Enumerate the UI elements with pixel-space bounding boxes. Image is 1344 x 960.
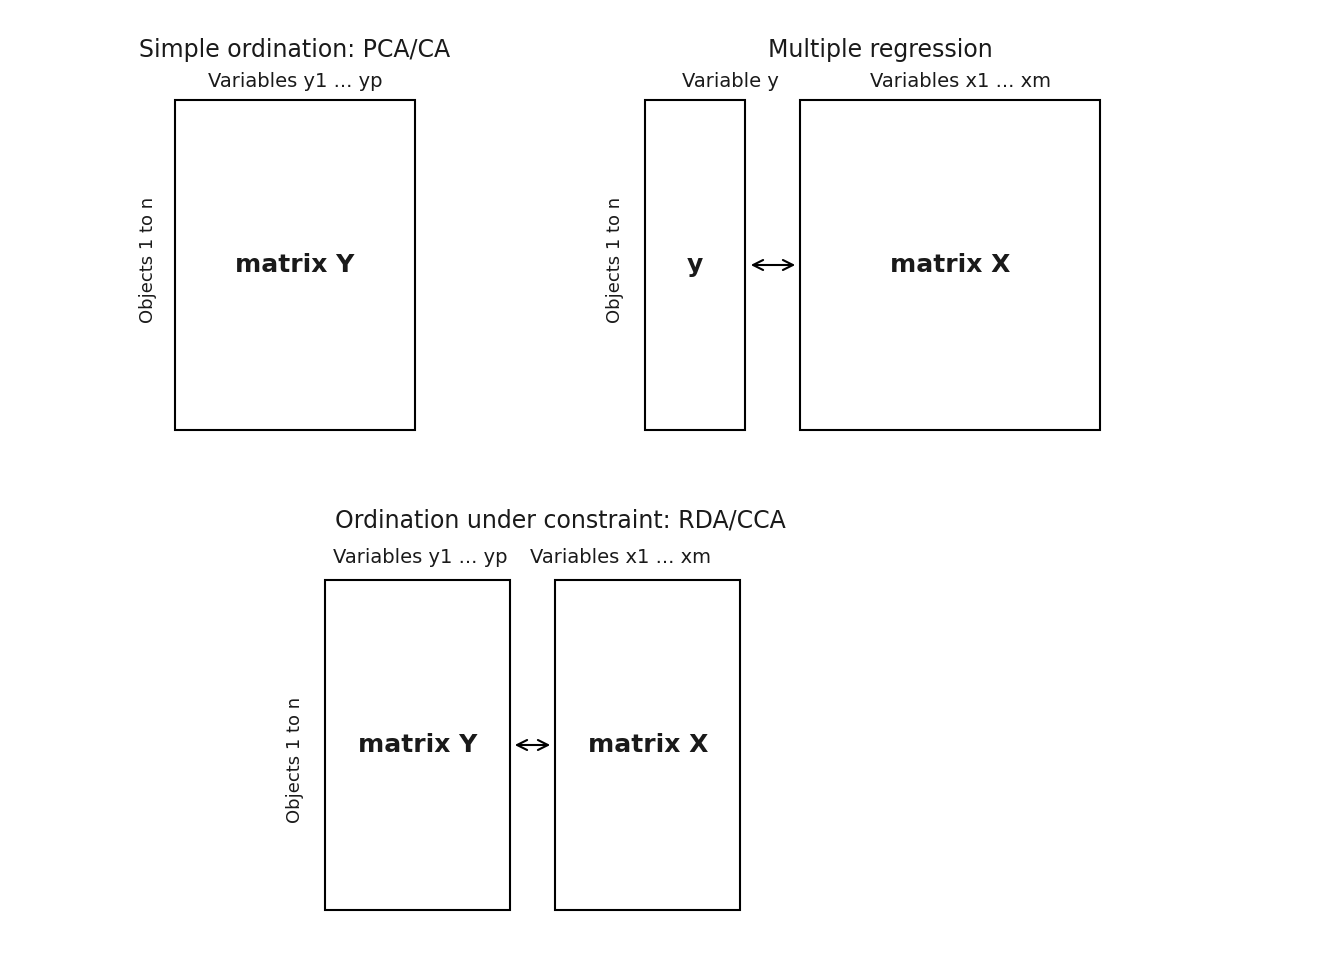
Text: y: y — [687, 253, 703, 277]
Text: Variables y1 ... yp: Variables y1 ... yp — [333, 548, 507, 567]
Bar — [645, 100, 745, 430]
Bar — [800, 100, 1099, 430]
Text: Objects 1 to n: Objects 1 to n — [286, 697, 304, 823]
Text: Variables x1 ... xm: Variables x1 ... xm — [870, 72, 1051, 91]
Text: matrix X: matrix X — [890, 253, 1011, 277]
Text: Variables x1 ... xm: Variables x1 ... xm — [530, 548, 711, 567]
Bar — [555, 580, 741, 910]
Text: Ordination under constraint: RDA/CCA: Ordination under constraint: RDA/CCA — [335, 508, 785, 532]
Text: matrix Y: matrix Y — [235, 253, 355, 277]
Text: Multiple regression: Multiple regression — [767, 38, 992, 62]
Text: Simple ordination: PCA/CA: Simple ordination: PCA/CA — [140, 38, 450, 62]
Text: Variable y: Variable y — [681, 72, 778, 91]
Text: matrix Y: matrix Y — [359, 733, 477, 757]
Bar — [325, 580, 509, 910]
Text: matrix X: matrix X — [587, 733, 708, 757]
Text: Objects 1 to n: Objects 1 to n — [606, 197, 624, 324]
Bar — [175, 100, 415, 430]
Text: Objects 1 to n: Objects 1 to n — [138, 197, 157, 324]
Text: Variables y1 ... yp: Variables y1 ... yp — [208, 72, 382, 91]
